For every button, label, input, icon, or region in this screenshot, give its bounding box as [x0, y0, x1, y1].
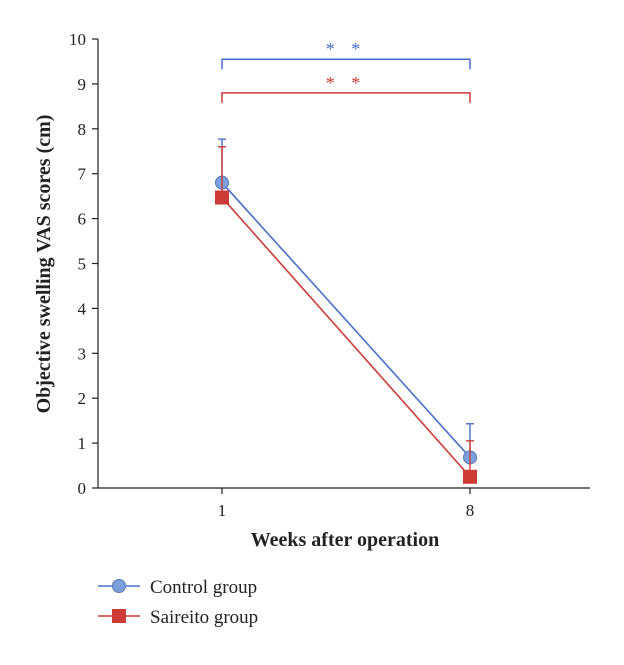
- series-line: [221, 182, 471, 459]
- y-tick-label: 7: [78, 165, 87, 184]
- x-axis-label: Weeks after operation: [251, 529, 440, 551]
- x-tick-label: 1: [218, 501, 227, 520]
- y-tick-label: 2: [78, 389, 87, 408]
- y-axis-label: Objective swelling VAS scores (cm): [33, 115, 55, 414]
- y-tick-label: 1: [78, 434, 87, 453]
- y-tick-label: 5: [78, 255, 87, 274]
- y-tick-label: 4: [78, 299, 87, 318]
- y-tick-label: 0: [78, 479, 87, 498]
- significance-label: * *: [326, 39, 367, 59]
- series-layer: [215, 138, 477, 484]
- series-line: [221, 196, 471, 478]
- legend-marker: [112, 579, 126, 593]
- legend-item: Saireito group: [98, 607, 258, 628]
- legend-item: Control group: [98, 577, 257, 598]
- y-tick-label: 6: [78, 210, 87, 229]
- y-tick-label: 3: [78, 344, 87, 363]
- series-saireito-group: [215, 146, 477, 484]
- significance-bracket: [221, 92, 471, 103]
- x-tick-label: 8: [466, 501, 475, 520]
- y-tick-label: 9: [78, 75, 87, 94]
- y-tick-label: 10: [69, 30, 86, 49]
- legend-marker: [112, 609, 126, 623]
- significance-bracket: [221, 58, 471, 70]
- axes: 0 1 2 3 4 5 6 7 8 9 10 1 8: [69, 30, 590, 520]
- series-control-group: [215, 138, 477, 465]
- legend-label: Saireito group: [150, 607, 258, 628]
- y-tick-label: 8: [78, 120, 87, 139]
- data-point: [463, 469, 477, 484]
- significance-brackets: * * * *: [221, 39, 471, 103]
- significance-label: * *: [326, 73, 367, 93]
- legend: Control group Saireito group: [98, 577, 258, 628]
- data-point: [215, 190, 229, 205]
- legend-label: Control group: [150, 577, 257, 598]
